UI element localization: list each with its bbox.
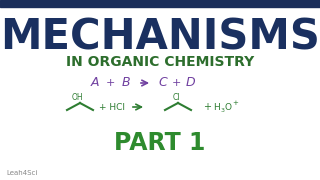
Text: MECHANISMS: MECHANISMS (0, 17, 320, 59)
Text: H: H (214, 102, 220, 111)
Text: C: C (159, 76, 167, 89)
Text: + HCl: + HCl (99, 102, 125, 111)
Text: D: D (185, 76, 195, 89)
Text: IN ORGANIC CHEMISTRY: IN ORGANIC CHEMISTRY (66, 55, 254, 69)
Bar (0, 0, 320, 7)
Text: A: A (91, 76, 99, 89)
Text: O: O (225, 102, 231, 111)
Text: 3: 3 (221, 107, 225, 112)
Text: +: + (171, 78, 181, 88)
Text: +: + (105, 78, 115, 88)
Text: Leah4Sci: Leah4Sci (6, 170, 37, 176)
Text: Cl: Cl (172, 93, 180, 102)
Text: B: B (122, 76, 130, 89)
Text: OH: OH (71, 93, 83, 102)
Text: +: + (232, 100, 238, 106)
Text: +: + (203, 102, 211, 112)
Text: PART 1: PART 1 (114, 131, 206, 155)
